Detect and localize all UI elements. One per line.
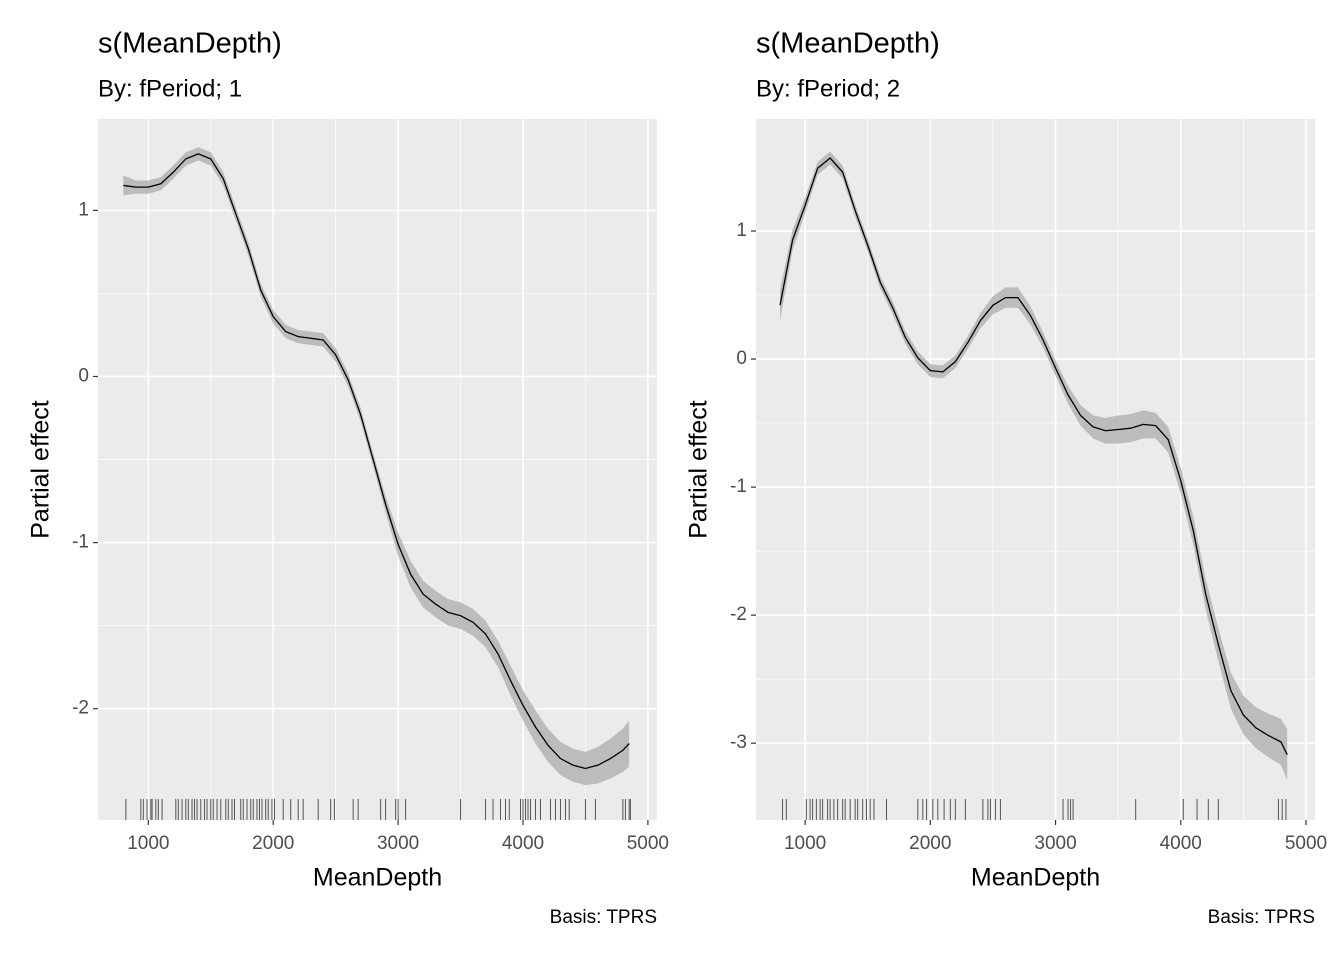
y-tick-label: 1 (736, 220, 747, 241)
y-tick-label: -3 (730, 732, 747, 753)
x-tick-label: 4000 (1160, 833, 1202, 854)
x-tick-label: 4000 (502, 833, 544, 854)
caption: Basis: TPRS (1208, 907, 1315, 928)
y-tick-label: 0 (736, 348, 747, 369)
y-tick-label: 0 (78, 365, 89, 386)
confidence-band (123, 147, 630, 786)
chart-title: s(MeanDepth) (98, 28, 282, 60)
x-tick-label: 5000 (1285, 833, 1327, 854)
y-axis-title: Partial effect (27, 400, 55, 539)
x-tick-label: 1000 (784, 833, 826, 854)
y-tick-label: -1 (730, 476, 747, 497)
y-tick-label: 1 (78, 199, 89, 220)
x-tick-label: 2000 (252, 833, 294, 854)
x-tick-label: 2000 (909, 833, 951, 854)
panel (756, 119, 1315, 820)
x-axis-title: MeanDepth (971, 864, 1100, 892)
chart-subtitle: By: fPeriod; 2 (756, 75, 900, 102)
y-tick-label: -2 (72, 698, 89, 719)
y-tick-label: -2 (730, 604, 747, 625)
smooth-line (123, 153, 630, 770)
x-axis-title: MeanDepth (313, 864, 442, 892)
x-tick-label: 3000 (377, 833, 419, 854)
smooth-line (779, 157, 1288, 755)
chart-title: s(MeanDepth) (756, 28, 940, 60)
confidence-band (780, 151, 1288, 781)
x-tick-label: 1000 (127, 833, 169, 854)
y-tick-label: -1 (72, 532, 89, 553)
x-tick-label: 5000 (627, 833, 669, 854)
y-axis-title: Partial effect (685, 400, 713, 539)
chart-subtitle: By: fPeriod; 1 (98, 75, 242, 102)
x-tick-label: 3000 (1034, 833, 1076, 854)
caption: Basis: TPRS (550, 907, 657, 928)
